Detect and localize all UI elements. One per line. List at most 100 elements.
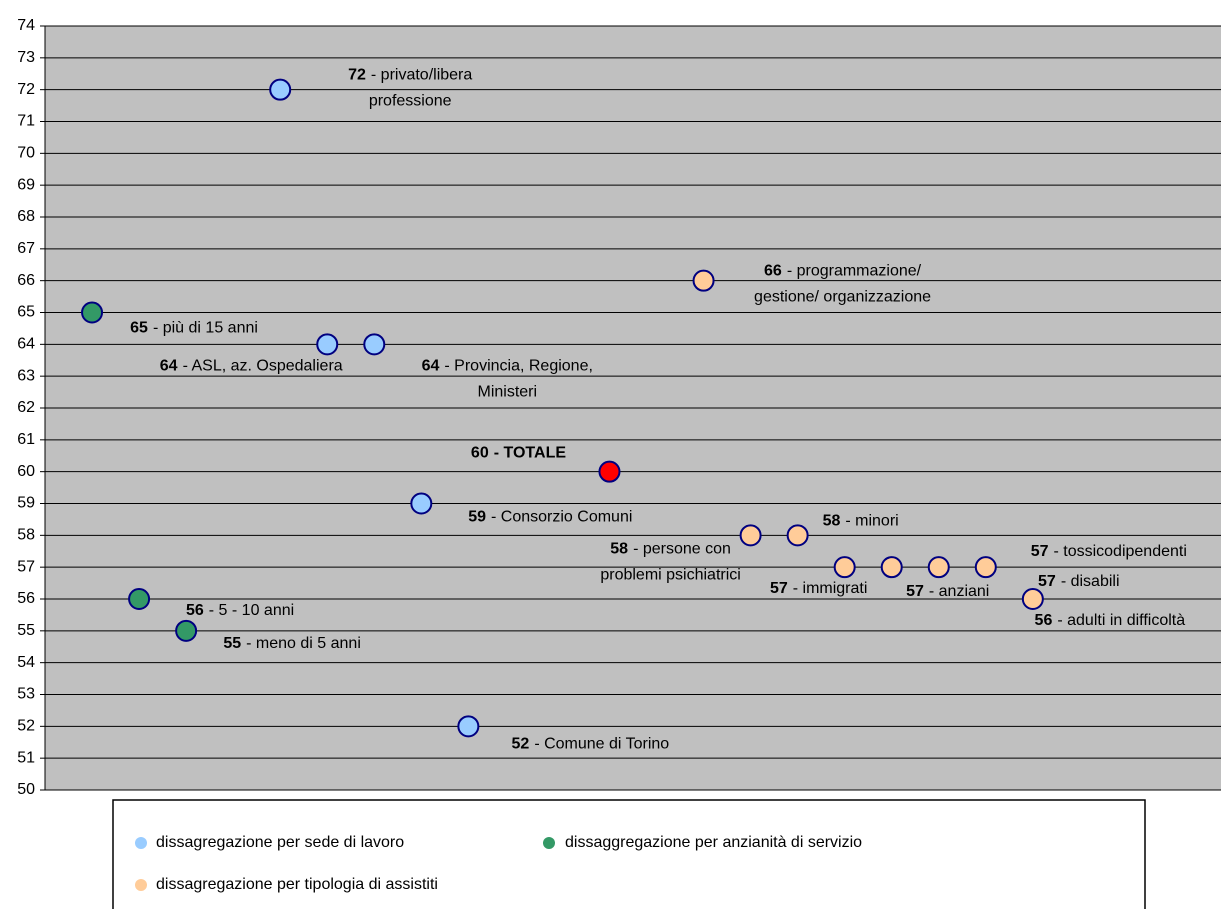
data-label: 60 - TOTALE <box>471 445 566 462</box>
y-tick-label: 58 <box>17 527 35 544</box>
data-label-value: 57 <box>1031 543 1049 560</box>
data-label-value: 58 <box>823 513 841 530</box>
data-label-text: - tossicodipendenti <box>1053 543 1186 560</box>
y-tick-label: 54 <box>17 654 35 671</box>
data-label-text: - immigrati <box>793 580 868 597</box>
data-label: 66 - programmazione/ <box>764 263 922 280</box>
point <box>175 619 198 642</box>
data-label: Ministeri <box>477 384 537 401</box>
y-tick-label: 59 <box>17 495 35 512</box>
point <box>457 715 480 738</box>
y-tick-label: 51 <box>17 749 35 766</box>
data-label-text: - anziani <box>929 583 989 600</box>
point <box>974 556 997 579</box>
data-label: gestione/ organizzazione <box>754 289 931 306</box>
y-tick-label: 70 <box>17 145 35 162</box>
y-tick-label: 53 <box>17 686 35 703</box>
data-label: 57 - immigrati <box>770 580 867 597</box>
data-label-value: 65 <box>130 320 148 337</box>
data-label: 57 - anziani <box>906 583 989 600</box>
data-label-value: 57 <box>770 580 788 597</box>
data-label-text: - Consorzio Comuni <box>491 509 632 526</box>
data-label: 58 - persone con <box>610 541 731 558</box>
data-label-text: - meno di 5 anni <box>246 635 361 652</box>
data-label-text: - persone con <box>633 541 731 558</box>
data-label-text: - adulti in difficoltà <box>1057 612 1185 629</box>
data-label-value: 56 <box>186 602 204 619</box>
data-label-text: - ASL, az. Ospedaliera <box>183 358 343 375</box>
y-tick-label: 68 <box>17 208 35 225</box>
point <box>410 492 433 515</box>
y-tick-label: 63 <box>17 367 35 384</box>
data-label-text: - 5 - 10 anni <box>209 602 294 619</box>
y-tick-label: 74 <box>17 17 35 34</box>
data-label-text: - Comune di Torino <box>534 736 669 753</box>
data-label-value: 59 <box>468 509 486 526</box>
legend-label: dissaggregazione per anzianità di serviz… <box>565 834 862 851</box>
legend-marker <box>135 837 147 849</box>
point <box>833 556 856 579</box>
data-label: 52- Comune di Torino <box>512 736 670 753</box>
y-tick-label: 56 <box>17 590 35 607</box>
data-label: professione <box>369 93 452 110</box>
data-label-value: 72 <box>348 67 366 84</box>
data-label-value: 57 <box>906 583 924 600</box>
data-label: 57 - disabili <box>1038 573 1119 590</box>
data-label: 58- minori <box>823 513 899 530</box>
y-tick-label: 61 <box>17 431 35 448</box>
y-tick-label: 60 <box>17 463 35 480</box>
y-tick-label: 52 <box>17 718 35 735</box>
data-label-text: - più di 15 anni <box>153 320 258 337</box>
data-label-value: 56 <box>1035 612 1053 629</box>
legend-label: dissagregazione per sede di lavoro <box>156 834 404 851</box>
data-label-text: - Provincia, Regione, <box>444 358 593 375</box>
legend-marker <box>135 879 147 891</box>
y-tick-label: 50 <box>17 781 35 798</box>
point <box>363 333 386 356</box>
data-label: 72 - privato/libera <box>348 67 472 84</box>
data-label-value: 55 <box>223 635 241 652</box>
y-tick-label: 55 <box>17 622 35 639</box>
data-label: 56 - 5 - 10 anni <box>186 602 294 619</box>
data-label: 56- adulti in difficoltà <box>1035 612 1186 629</box>
point <box>1021 588 1044 610</box>
data-label-text: - programmazione/ <box>787 263 922 280</box>
legend <box>112 799 1146 909</box>
data-label-text: gestione/ organizzazione <box>754 289 931 306</box>
y-tick-label: 57 <box>17 558 35 575</box>
data-label-text: - privato/libera <box>371 67 472 84</box>
point <box>128 588 151 610</box>
y-tick-label: 73 <box>17 49 35 66</box>
point <box>598 460 621 483</box>
point <box>927 556 950 579</box>
data-label-value: 60 <box>471 445 489 462</box>
data-label-value: 52 <box>512 736 530 753</box>
data-label-value: 64 <box>422 358 440 375</box>
data-label: 59 - Consorzio Comuni <box>468 509 632 526</box>
y-tick-label: 66 <box>17 272 35 289</box>
data-label: 57- tossicodipendenti <box>1031 543 1187 560</box>
point <box>81 301 104 324</box>
point <box>692 269 715 292</box>
y-tick-label: 67 <box>17 240 35 257</box>
y-tick-label: 62 <box>17 399 35 416</box>
data-label: problemi psichiatrici <box>600 567 741 584</box>
y-tick-label: 69 <box>17 176 35 193</box>
data-label: 64 - ASL, az. Ospedaliera <box>160 358 343 375</box>
data-label-value: 57 <box>1038 573 1056 590</box>
data-label: 65 - più di 15 anni <box>130 320 258 337</box>
data-label: 55 - meno di 5 anni <box>223 635 361 652</box>
data-label: 64- Provincia, Regione, <box>422 358 593 375</box>
legend-label: dissagregazione per tipologia di assisti… <box>156 876 438 893</box>
point <box>739 524 762 547</box>
data-label-text: - disabili <box>1061 573 1120 590</box>
legend-marker <box>543 837 555 849</box>
data-label-text: professione <box>369 93 452 110</box>
data-label-text: Ministeri <box>477 384 537 401</box>
data-label-text: - minori <box>845 513 898 530</box>
y-tick-label: 72 <box>17 81 35 98</box>
y-tick-label: 65 <box>17 304 35 321</box>
y-tick-label: 71 <box>17 113 35 130</box>
point <box>880 556 903 579</box>
data-label-text: - TOTALE <box>494 445 567 462</box>
